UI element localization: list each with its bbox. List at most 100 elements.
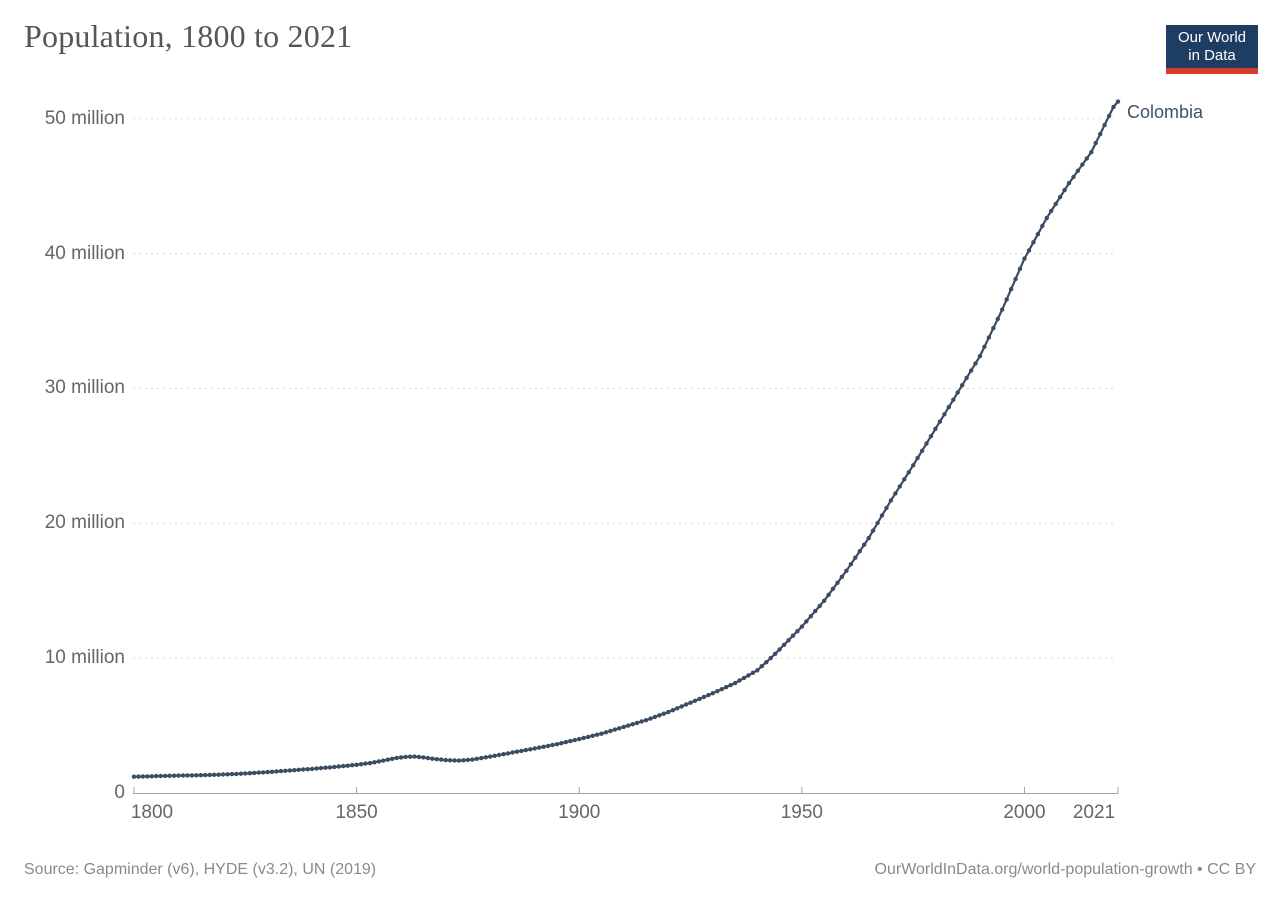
colombia-point-1849 bbox=[350, 763, 355, 768]
colombia-point-1915 bbox=[643, 718, 649, 723]
colombia-point-1945 bbox=[777, 647, 782, 652]
colombia-point-1828 bbox=[256, 770, 261, 775]
colombia-point-1998 bbox=[1013, 276, 1018, 282]
colombia-point-1847 bbox=[341, 763, 346, 769]
colombia-point-1924 bbox=[683, 702, 689, 707]
colombia-point-1822 bbox=[229, 771, 235, 777]
colombia-point-1816 bbox=[203, 772, 208, 778]
colombia-point-1877 bbox=[474, 756, 479, 761]
colombia-point-1901 bbox=[581, 735, 586, 741]
colombia-point-1839 bbox=[305, 767, 310, 772]
colombia-point-1864 bbox=[416, 754, 422, 760]
owid-logo[interactable]: Our World in Data bbox=[1166, 25, 1258, 74]
colombia-point-1895 bbox=[554, 742, 560, 747]
colombia-point-1903 bbox=[590, 733, 595, 738]
x-tick-label-1850: 1850 bbox=[335, 802, 378, 823]
colombia-point-1982 bbox=[942, 412, 947, 417]
colombia-point-1961 bbox=[848, 562, 854, 567]
colombia-point-1957 bbox=[830, 586, 836, 591]
colombia-point-1971 bbox=[893, 491, 898, 496]
colombia-point-1818 bbox=[211, 772, 217, 777]
colombia-point-1883 bbox=[501, 752, 506, 757]
colombia-point-1985 bbox=[955, 390, 960, 395]
colombia-point-1932 bbox=[719, 687, 724, 692]
colombia-point-1936 bbox=[737, 678, 742, 683]
colombia-point-1959 bbox=[839, 574, 845, 579]
colombia-point-2008 bbox=[1057, 194, 1063, 200]
colombia-point-1836 bbox=[292, 768, 297, 773]
colombia-point-1999 bbox=[1017, 266, 1023, 271]
y-tick-label-20: 20 million bbox=[44, 512, 125, 534]
colombia-point-1991 bbox=[982, 344, 987, 349]
colombia-point-1992 bbox=[986, 335, 992, 340]
colombia-point-1800 bbox=[131, 774, 137, 779]
colombia-point-1882 bbox=[496, 752, 502, 758]
colombia-point-1997 bbox=[1008, 287, 1014, 292]
colombia-point-1845 bbox=[332, 764, 337, 770]
colombia-point-1930 bbox=[710, 691, 715, 696]
colombia-point-1933 bbox=[724, 684, 729, 690]
colombia-point-2003 bbox=[1035, 232, 1041, 237]
colombia-point-1843 bbox=[323, 765, 328, 770]
colombia-point-1904 bbox=[594, 732, 600, 737]
colombia-point-1921 bbox=[670, 708, 675, 713]
colombia-point-1909 bbox=[617, 726, 622, 731]
colombia-point-1835 bbox=[287, 768, 292, 773]
colombia-point-1908 bbox=[612, 727, 618, 732]
colombia-point-2004 bbox=[1040, 223, 1045, 229]
colombia-point-1863 bbox=[412, 754, 417, 759]
colombia-point-1829 bbox=[260, 770, 266, 775]
colombia-point-1879 bbox=[483, 755, 488, 760]
colombia-point-1805 bbox=[154, 773, 159, 779]
colombia-point-1939 bbox=[750, 670, 756, 675]
colombia-point-1900 bbox=[577, 736, 582, 742]
colombia-point-1928 bbox=[701, 694, 707, 700]
colombia-point-1889 bbox=[528, 747, 533, 752]
colombia-point-1983 bbox=[946, 404, 951, 410]
colombia-point-1976 bbox=[915, 455, 920, 461]
colombia-point-1974 bbox=[906, 470, 911, 475]
colombia-point-2011 bbox=[1071, 174, 1076, 180]
colombia-point-1912 bbox=[630, 722, 635, 727]
colombia-point-1821 bbox=[225, 772, 230, 777]
colombia-line bbox=[133, 100, 1119, 778]
colombia-point-1913 bbox=[634, 720, 640, 726]
colombia-point-2007 bbox=[1053, 201, 1058, 207]
colombia-point-1925 bbox=[688, 700, 693, 705]
colombia-point-1806 bbox=[158, 773, 163, 779]
colombia-point-1931 bbox=[715, 689, 720, 694]
colombia-point-1962 bbox=[853, 555, 858, 560]
colombia-point-1812 bbox=[185, 773, 190, 778]
colombia-point-1963 bbox=[857, 549, 862, 554]
colombia-point-1977 bbox=[919, 448, 925, 453]
chart-title: Population, 1800 to 2021 bbox=[24, 18, 353, 54]
colombia-point-1823 bbox=[234, 771, 239, 777]
colombia-point-1832 bbox=[274, 769, 279, 774]
colombia-point-1856 bbox=[381, 758, 386, 763]
colombia-point-1871 bbox=[447, 758, 453, 763]
colombia-point-2002 bbox=[1031, 240, 1036, 245]
citation-link[interactable]: OurWorldInData.org/world-population-grow… bbox=[874, 861, 1256, 878]
colombia-point-1844 bbox=[327, 765, 333, 770]
colombia-point-2016 bbox=[1093, 140, 1098, 146]
colombia-point-1831 bbox=[269, 769, 275, 774]
colombia-point-1927 bbox=[697, 696, 702, 702]
colombia-point-1866 bbox=[425, 755, 431, 761]
colombia-point-1815 bbox=[198, 773, 203, 778]
colombia-point-1824 bbox=[238, 771, 244, 776]
colombia-point-1941 bbox=[759, 664, 764, 669]
colombia-point-1994 bbox=[995, 316, 1000, 322]
colombia-point-1935 bbox=[732, 680, 738, 686]
y-tick-label-10: 10 million bbox=[44, 647, 125, 669]
colombia-point-1874 bbox=[461, 758, 466, 763]
colombia-point-1842 bbox=[318, 765, 324, 771]
colombia-point-1940 bbox=[755, 668, 760, 673]
colombia-point-1947 bbox=[786, 638, 791, 643]
colombia-point-1850 bbox=[354, 762, 359, 767]
colombia-point-1804 bbox=[149, 774, 154, 779]
colombia-point-1813 bbox=[189, 773, 195, 778]
colombia-point-1990 bbox=[977, 353, 983, 359]
colombia-point-1811 bbox=[180, 773, 186, 778]
colombia-point-1978 bbox=[924, 441, 929, 446]
